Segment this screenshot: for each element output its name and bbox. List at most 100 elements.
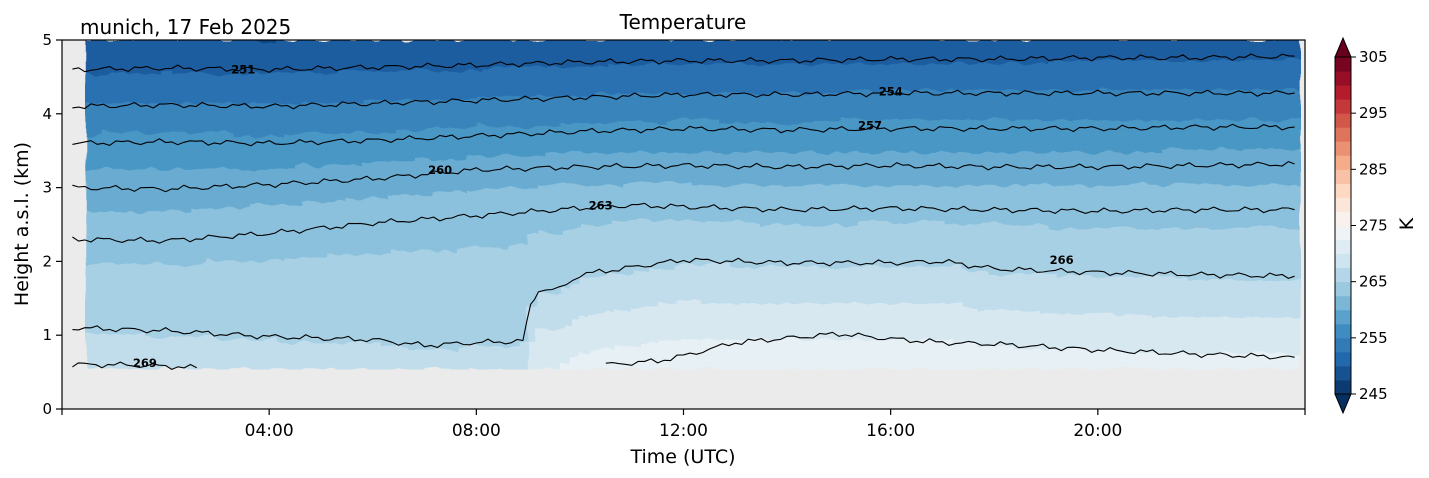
field-cell <box>423 276 434 281</box>
field-cell <box>328 59 338 64</box>
field-cell <box>250 164 260 169</box>
field-cell <box>267 309 277 314</box>
field-cell <box>414 276 425 281</box>
field-cell <box>432 46 442 51</box>
field-cell <box>163 260 173 265</box>
field-cell <box>206 102 217 107</box>
field-cell <box>493 53 503 58</box>
field-cell <box>102 115 113 120</box>
field-cell <box>232 345 243 350</box>
field-cell <box>406 351 416 357</box>
field-cell <box>406 361 416 366</box>
field-cell <box>102 306 113 311</box>
field-cell <box>510 76 520 81</box>
field-cell <box>284 187 295 192</box>
field-cell <box>180 76 191 81</box>
field-cell <box>154 69 165 74</box>
field-cell <box>137 85 147 91</box>
field-cell <box>198 338 208 343</box>
field-cell <box>102 217 113 222</box>
field-cell <box>432 289 442 294</box>
field-cell <box>336 306 347 311</box>
field-cell <box>414 62 425 68</box>
field-cell <box>250 279 260 284</box>
field-cell <box>397 171 408 176</box>
field-cell <box>267 256 277 261</box>
field-cell <box>267 46 277 51</box>
field-cell <box>250 79 260 84</box>
field-cell <box>224 43 234 48</box>
field-cell <box>120 210 130 215</box>
field-cell <box>146 158 156 163</box>
field-cell <box>163 69 173 74</box>
field-cell <box>328 345 338 350</box>
field-cell <box>284 138 295 143</box>
field-cell <box>241 335 251 340</box>
field-cell <box>163 273 173 278</box>
field-cell <box>336 246 347 251</box>
field-cell <box>180 240 191 245</box>
field-cell <box>371 177 382 183</box>
field-cell <box>267 335 277 340</box>
field-cell <box>172 276 182 281</box>
field-cell <box>319 115 330 120</box>
field-cell <box>501 92 512 97</box>
field-cell <box>198 204 208 209</box>
field-cell <box>380 53 390 58</box>
field-cell <box>93 233 104 238</box>
field-cell <box>336 131 347 137</box>
field-cell <box>302 223 312 228</box>
field-cell <box>206 283 217 288</box>
field-cell <box>189 230 199 235</box>
field-cell <box>484 325 494 330</box>
field-cell <box>293 95 303 100</box>
field-cell <box>102 214 113 219</box>
field-cell <box>128 194 139 199</box>
field-cell <box>154 194 165 199</box>
field-cell <box>102 240 113 245</box>
field-cell <box>484 348 494 353</box>
field-cell <box>146 187 156 192</box>
field-cell <box>224 358 234 363</box>
field-cell <box>336 85 347 91</box>
field-cell <box>180 43 191 48</box>
field-cell <box>206 214 217 219</box>
field-cell <box>493 250 503 255</box>
field-cell <box>232 85 243 91</box>
field-cell <box>276 99 286 104</box>
field-cell <box>475 286 486 291</box>
field-cell <box>423 279 434 284</box>
field-cell <box>310 332 321 337</box>
field-cell <box>128 335 139 340</box>
field-cell <box>215 125 225 130</box>
field-cell <box>154 56 165 61</box>
field-cell <box>319 112 330 117</box>
field-cell <box>85 128 95 133</box>
field-cell <box>154 118 165 123</box>
field-cell <box>467 46 477 51</box>
field-cell <box>467 227 477 232</box>
field-cell <box>458 351 468 357</box>
field-cell <box>406 181 416 186</box>
field-cell <box>128 227 139 232</box>
field-cell <box>232 174 243 179</box>
field-cell <box>276 191 286 196</box>
field-cell <box>250 174 260 179</box>
field-cell <box>137 89 147 94</box>
field-cell <box>267 217 277 222</box>
field-cell <box>440 184 451 189</box>
field-cell <box>371 312 382 317</box>
field-cell <box>406 322 416 327</box>
field-cell <box>172 200 182 205</box>
field-cell <box>93 112 104 117</box>
field-cell <box>120 181 130 186</box>
field-cell <box>449 227 460 232</box>
field-cell <box>406 95 416 100</box>
field-cell <box>172 112 182 117</box>
field-cell <box>493 322 503 327</box>
field-cell <box>302 342 312 347</box>
field-cell <box>232 115 243 120</box>
field-cell <box>120 128 130 133</box>
field-cell <box>189 338 199 343</box>
field-cell <box>215 62 225 68</box>
